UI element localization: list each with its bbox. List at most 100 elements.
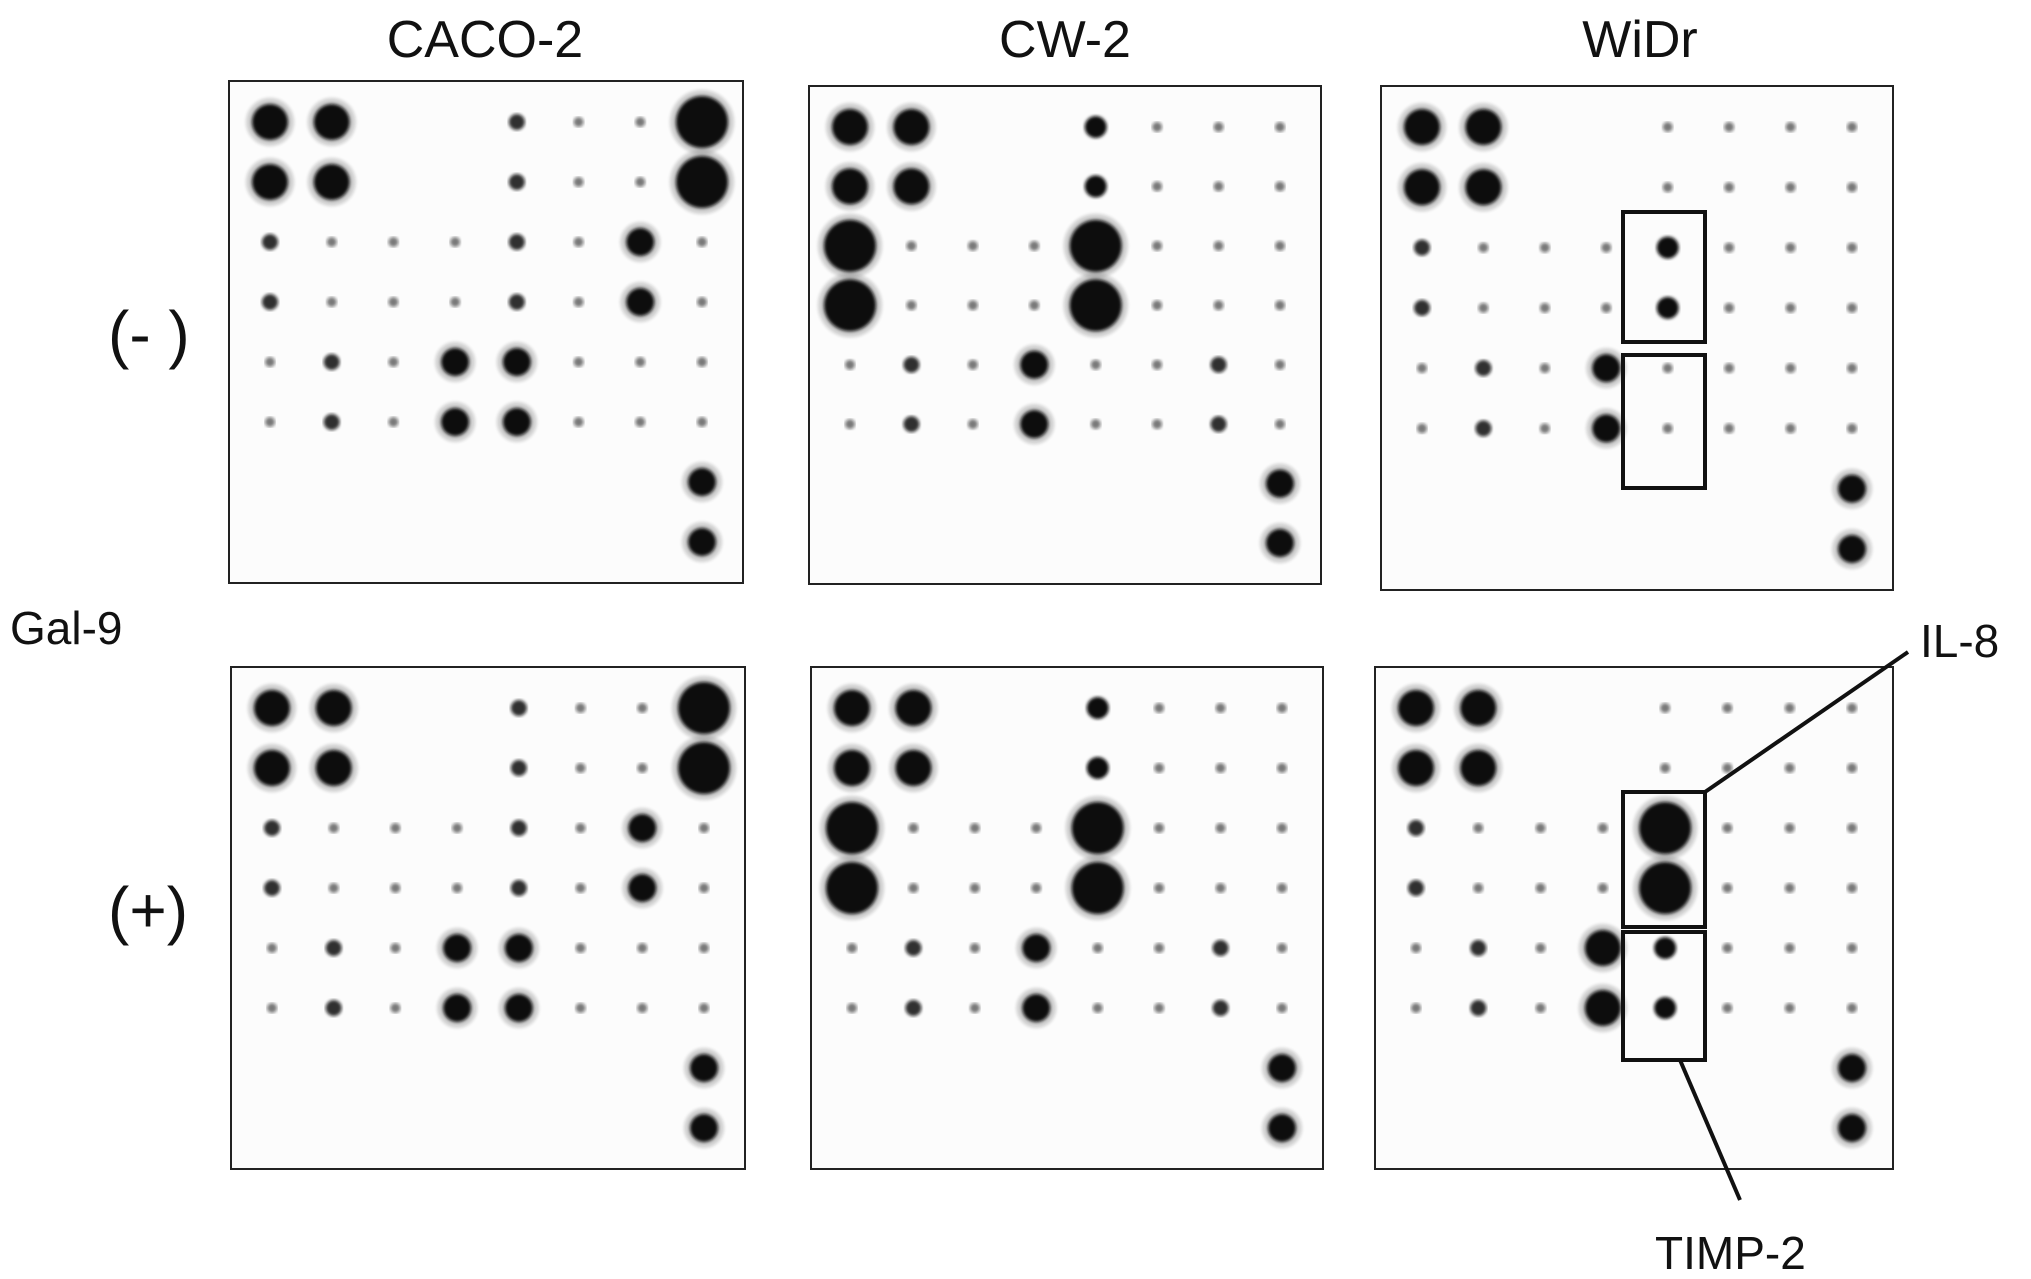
blot-spot xyxy=(508,174,525,190)
blot-spot xyxy=(1597,883,1608,893)
blot-spot xyxy=(1785,122,1796,132)
blot-spot xyxy=(969,943,980,953)
blot-spot-array xyxy=(1398,103,1872,569)
blot-spot xyxy=(1022,934,1051,962)
blot-spot xyxy=(676,156,728,208)
blot-spot xyxy=(1020,350,1049,379)
blot-spot xyxy=(1785,182,1796,193)
blot-spot-array xyxy=(248,676,736,1148)
blot-spot-array xyxy=(1392,684,1872,1148)
blot-spot xyxy=(676,96,728,148)
blot-spot xyxy=(325,940,342,956)
blot-spot xyxy=(1539,423,1550,434)
blot-spot xyxy=(1656,236,1679,259)
blot-spot xyxy=(390,1003,401,1013)
blot-spot xyxy=(1597,823,1608,833)
blot-spot xyxy=(1092,1003,1103,1013)
blot-spot xyxy=(504,934,533,962)
blot-spot xyxy=(504,994,533,1022)
blot-spot xyxy=(1069,279,1122,332)
blot-spot xyxy=(1662,122,1673,132)
blot-spot xyxy=(1639,802,1692,854)
blot-spot xyxy=(262,234,278,250)
blot-cw2-untreated xyxy=(808,85,1322,585)
blot-spot xyxy=(1071,802,1124,854)
blot-spot xyxy=(637,703,648,713)
blot-spot xyxy=(697,417,707,427)
blot-spot xyxy=(510,760,527,776)
blot-spot xyxy=(1722,703,1733,713)
blot-spot xyxy=(678,682,730,734)
blot-spot xyxy=(1724,122,1735,132)
blot-spot xyxy=(967,300,978,311)
blot-spot xyxy=(1154,1003,1165,1013)
blot-spot xyxy=(690,1054,718,1082)
blot-spot xyxy=(1724,242,1735,253)
blot-caco2-treated xyxy=(230,666,746,1170)
blot-spot xyxy=(1215,883,1226,893)
treatment-label: Gal-9 xyxy=(10,602,123,654)
blot-spot xyxy=(1838,1114,1866,1142)
blot-spot xyxy=(1029,300,1040,311)
row-label-untreated: (- ) xyxy=(108,298,190,370)
blot-caco2-untreated xyxy=(228,80,744,584)
blot-spot xyxy=(1784,883,1795,893)
blot-spot xyxy=(510,700,527,716)
blot-spot xyxy=(1154,823,1165,833)
blot-spot xyxy=(1847,363,1857,374)
blot-spot xyxy=(1838,474,1866,503)
blot-spot xyxy=(1601,242,1612,253)
blot-spot xyxy=(1213,240,1224,251)
blot-spot xyxy=(1417,363,1427,374)
blot-spot xyxy=(1470,940,1487,956)
blot-spot xyxy=(575,703,586,713)
blot-spot xyxy=(262,294,278,310)
blot-spot xyxy=(1847,242,1857,253)
blot-spot xyxy=(573,237,584,247)
blot-spot xyxy=(1847,943,1857,953)
blot-spot xyxy=(1847,823,1857,833)
blot-spot xyxy=(441,408,470,436)
blot-spot xyxy=(264,820,280,836)
blot-spot xyxy=(1277,883,1287,893)
blot-spot xyxy=(1020,410,1049,439)
blot-spot xyxy=(1275,359,1285,370)
blot-spot xyxy=(265,417,275,427)
blot-spot xyxy=(628,874,657,902)
blot-spot-array xyxy=(246,90,734,562)
blot-spot xyxy=(1662,363,1673,374)
blot-spot xyxy=(1152,122,1163,132)
blot-spot xyxy=(834,750,870,786)
blot-spot xyxy=(906,240,917,251)
blot-spot xyxy=(1092,943,1103,953)
blot-spot xyxy=(443,934,472,962)
blot-spot xyxy=(697,357,707,367)
blot-spot xyxy=(1277,943,1287,953)
blot-spot xyxy=(1785,423,1796,434)
blot-spot xyxy=(635,417,646,427)
blot-spot xyxy=(678,742,730,794)
column-label-cw2: CW-2 xyxy=(999,11,1131,69)
blot-spot xyxy=(1847,763,1857,773)
blot-spot xyxy=(1478,302,1489,313)
blot-spot xyxy=(1152,419,1163,430)
blot-spot xyxy=(1660,763,1671,773)
blot-spot xyxy=(1090,359,1101,370)
blot-spot xyxy=(1535,1003,1546,1013)
blot-spot xyxy=(1404,109,1440,145)
blot-spot xyxy=(1084,116,1107,138)
blot-spot xyxy=(1069,219,1122,272)
timp2-annotation-label: TIMP-2 xyxy=(1655,1227,1806,1279)
blot-spot xyxy=(969,823,980,833)
blot-spot xyxy=(1086,757,1109,779)
blot-spot xyxy=(1417,423,1427,434)
blot-spot xyxy=(969,1003,980,1013)
blot-spot xyxy=(1465,169,1502,206)
blot-spot xyxy=(315,750,352,786)
blot-spot xyxy=(1784,1003,1795,1013)
blot-spot xyxy=(1213,300,1224,311)
blot-spot xyxy=(1398,690,1434,726)
blot-spot xyxy=(699,943,709,953)
blot-spot xyxy=(1465,109,1502,145)
blot-spot xyxy=(1277,823,1287,833)
